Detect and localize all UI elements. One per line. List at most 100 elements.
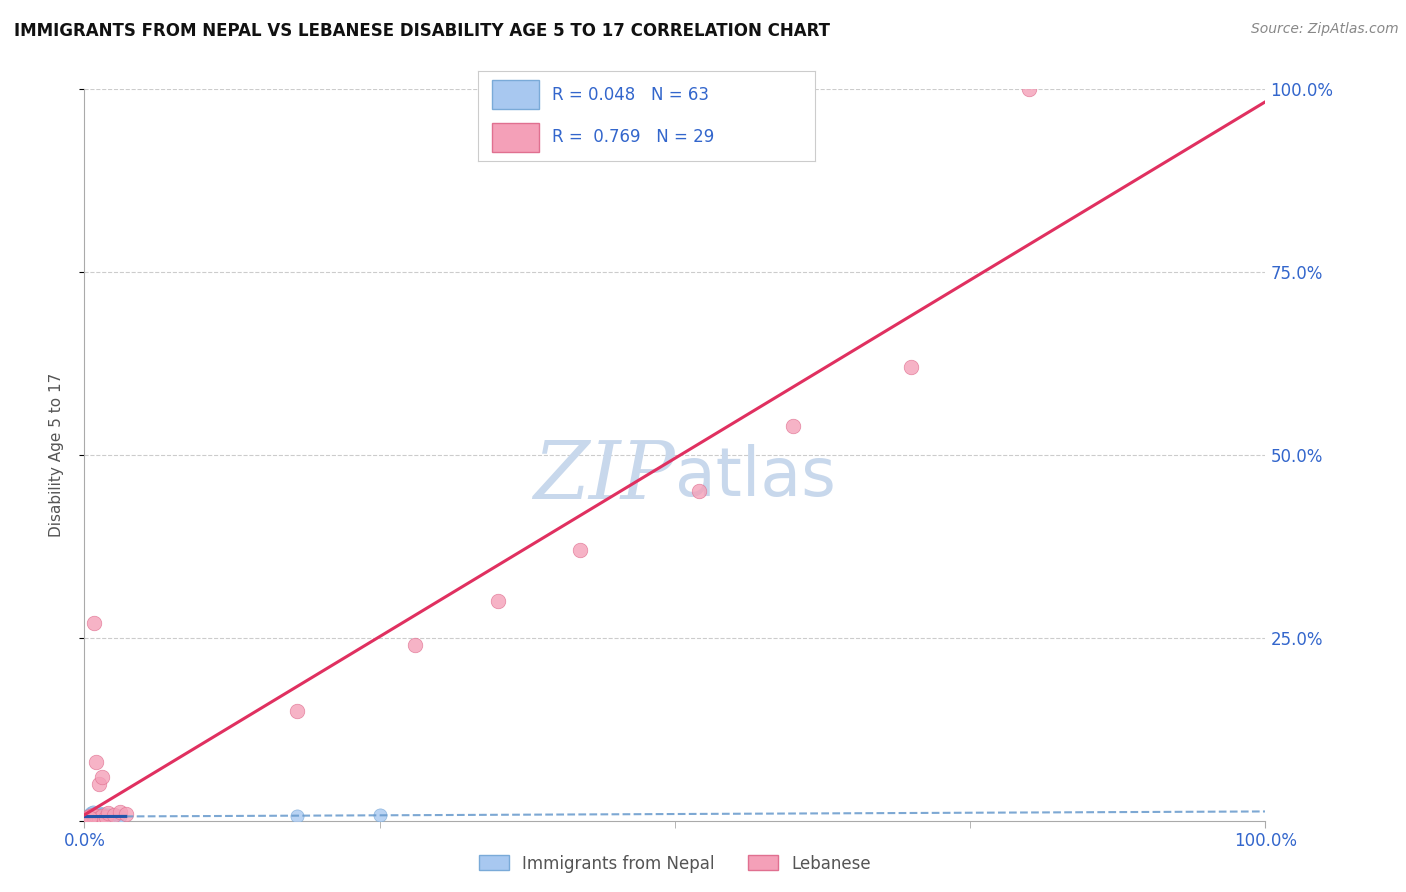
Point [104,808,127,822]
Point [84,805,107,820]
Point [82,812,104,826]
Point [80,811,103,825]
Point [77,810,100,824]
Point [86,812,108,826]
Point [79,807,101,822]
Point [569,543,592,558]
Point [97,812,120,826]
Point [285,809,308,823]
Point [688,484,710,499]
Point [80,806,103,821]
Point [103,807,125,822]
Text: ZIP: ZIP [533,438,675,516]
Point [91,807,114,822]
Point [84,812,107,826]
Point [98,812,121,826]
Point [108,809,131,823]
Point [91,809,114,823]
Point [79,811,101,825]
Point [90,808,112,822]
Point [97,807,120,822]
Point [86,808,108,822]
Point [93,810,115,824]
Point [83,807,105,822]
Point [87,809,110,823]
Point [94,810,117,824]
Point [404,638,426,652]
Point [84,809,107,823]
Point [91,812,114,826]
Point [79,812,101,826]
Point [84,812,107,826]
Point [87,777,110,791]
Point [107,810,129,824]
Point [93,808,115,822]
Point [90,810,112,824]
Point [83,616,105,631]
Point [87,811,110,825]
Text: R = 0.048   N = 63: R = 0.048 N = 63 [553,86,709,103]
Point [84,810,107,824]
Point [114,807,136,822]
Point [103,811,125,825]
Point [79,809,101,823]
Point [486,594,509,608]
Point [368,807,391,822]
Point [91,770,114,784]
Point [76,811,98,825]
Point [77,812,100,826]
Legend: Immigrants from Nepal, Lebanese: Immigrants from Nepal, Lebanese [472,848,877,880]
Point [91,809,114,823]
Point [86,810,108,824]
Point [82,807,104,822]
Point [76,812,98,826]
Point [84,808,107,822]
Point [84,810,107,824]
Point [82,805,104,819]
Text: R =  0.769   N = 29: R = 0.769 N = 29 [553,128,714,146]
Point [77,807,100,822]
Point [89,807,111,822]
Text: Source: ZipAtlas.com: Source: ZipAtlas.com [1251,22,1399,37]
Point [82,811,104,825]
Point [80,809,103,823]
Point [285,704,308,718]
Text: atlas: atlas [675,444,835,510]
Point [83,809,105,823]
Point [77,810,100,824]
Point [84,755,107,769]
Point [900,360,922,375]
Point [91,811,114,825]
Point [79,808,101,822]
Point [96,809,118,823]
Point [83,811,105,825]
Point [100,810,122,824]
Text: IMMIGRANTS FROM NEPAL VS LEBANESE DISABILITY AGE 5 TO 17 CORRELATION CHART: IMMIGRANTS FROM NEPAL VS LEBANESE DISABI… [14,22,830,40]
Point [89,811,111,825]
Point [87,809,110,823]
Point [84,810,107,824]
Point [1018,82,1040,96]
Point [98,808,121,822]
Point [83,810,105,824]
Point [77,810,100,824]
Point [80,811,103,825]
Point [80,812,103,826]
Point [84,807,107,822]
Point [94,810,117,824]
Point [77,811,100,825]
Point [97,810,120,824]
Point [77,812,100,826]
Point [101,809,124,823]
Point [83,811,105,825]
Point [97,806,120,821]
Y-axis label: Disability Age 5 to 17: Disability Age 5 to 17 [49,373,63,537]
Point [80,809,103,823]
FancyBboxPatch shape [492,80,538,109]
Point [782,418,804,433]
Point [94,811,117,825]
Point [87,806,110,821]
Point [84,811,107,825]
Point [108,805,131,819]
Point [91,811,114,825]
